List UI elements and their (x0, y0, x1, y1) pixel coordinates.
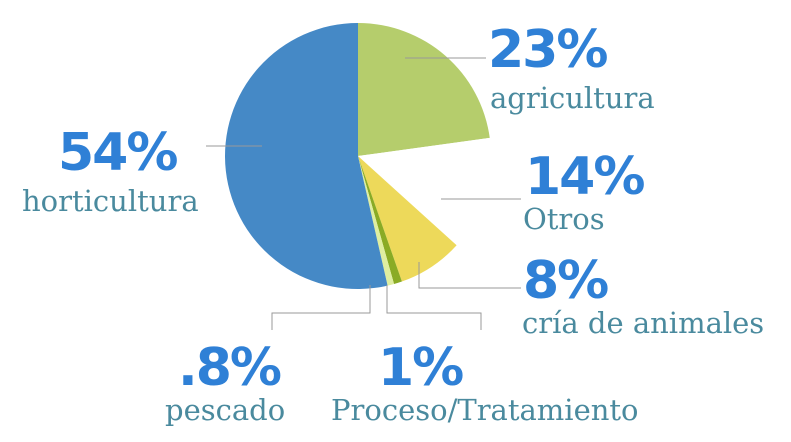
pie-slice-proceso (358, 156, 402, 285)
leader-line-proceso (386, 285, 482, 330)
otros-percent: 14% (525, 147, 645, 207)
horticultura-percent: 54% (58, 123, 178, 183)
pie-slice-pescado (358, 156, 395, 286)
proceso-label: Proceso/Tratamiento (331, 393, 639, 427)
pie-slice-horticultura (225, 23, 388, 289)
cria-percent: 8% (523, 251, 609, 311)
pescado-percent: .8% (178, 338, 282, 398)
otros-label: Otros (523, 202, 605, 236)
proceso-percent: 1% (378, 338, 464, 398)
pescado-label: pescado (165, 393, 286, 427)
pie-slice-cria (358, 156, 457, 282)
agricultura-percent: 23% (488, 20, 608, 80)
horticultura-label: horticultura (22, 184, 199, 218)
pie-slice-otros (358, 137, 492, 246)
agricultura-label: agricultura (490, 81, 655, 115)
leader-line-pescado (271, 285, 371, 330)
pie-slice-agricultura (358, 22, 490, 156)
cria-label: cría de animales (522, 306, 765, 340)
leader-line-cria (418, 262, 521, 289)
